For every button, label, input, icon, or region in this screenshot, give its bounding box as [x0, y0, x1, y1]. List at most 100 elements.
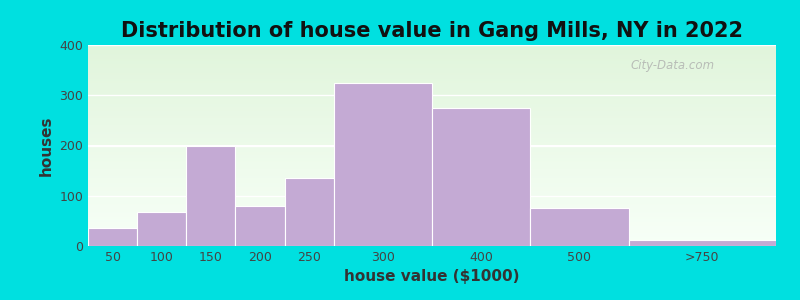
Bar: [88, 99, 776, 100]
Bar: [88, 61, 776, 62]
Bar: [88, 232, 776, 233]
Bar: [88, 79, 776, 80]
Bar: [88, 139, 776, 140]
Bar: [88, 193, 776, 194]
Bar: [88, 110, 776, 111]
Bar: [88, 168, 776, 169]
Bar: [88, 90, 776, 91]
Bar: [88, 225, 776, 226]
Bar: [88, 208, 776, 209]
Bar: [88, 105, 776, 106]
Bar: [88, 89, 776, 90]
Bar: [88, 55, 776, 56]
Bar: [88, 73, 776, 74]
Bar: [88, 229, 776, 230]
Y-axis label: houses: houses: [38, 115, 54, 176]
Bar: [88, 222, 776, 223]
Bar: [88, 66, 776, 67]
Bar: [88, 206, 776, 207]
Bar: [88, 64, 776, 65]
Bar: [88, 116, 776, 117]
Bar: [88, 56, 776, 57]
Bar: [88, 68, 776, 69]
Bar: [88, 196, 776, 197]
Bar: [88, 80, 776, 81]
Bar: [88, 152, 776, 154]
Bar: [88, 204, 776, 205]
Bar: [88, 211, 776, 212]
Bar: [88, 49, 776, 50]
Bar: [88, 177, 776, 178]
Bar: [88, 111, 776, 112]
Bar: [88, 104, 776, 105]
Bar: [88, 244, 776, 245]
Bar: [88, 91, 776, 92]
Bar: [88, 62, 776, 63]
Bar: [88, 195, 776, 196]
Bar: [88, 169, 776, 171]
Bar: [88, 163, 776, 164]
Bar: [88, 149, 776, 151]
Bar: [88, 216, 776, 217]
Bar: [88, 179, 776, 180]
Bar: [88, 94, 776, 95]
Bar: [88, 176, 776, 177]
Bar: [88, 172, 776, 174]
Bar: [88, 72, 776, 73]
Bar: [88, 96, 776, 97]
Bar: [88, 230, 776, 231]
Bar: [629, 240, 776, 246]
Bar: [88, 135, 776, 136]
Bar: [88, 164, 776, 165]
Bar: [88, 199, 776, 200]
Bar: [88, 115, 776, 116]
Bar: [88, 132, 776, 134]
Bar: [88, 183, 776, 184]
Bar: [88, 169, 776, 170]
Bar: [88, 151, 776, 152]
Bar: [285, 178, 334, 246]
Bar: [88, 93, 776, 94]
Bar: [88, 120, 776, 122]
Bar: [88, 83, 776, 84]
Bar: [88, 124, 776, 125]
Bar: [88, 101, 776, 102]
Bar: [334, 83, 432, 246]
Bar: [88, 239, 776, 240]
Bar: [88, 117, 776, 119]
Bar: [88, 60, 776, 61]
Bar: [88, 136, 776, 137]
Bar: [88, 92, 776, 93]
Bar: [88, 118, 776, 119]
Bar: [88, 59, 776, 60]
Bar: [88, 142, 776, 143]
Bar: [88, 58, 776, 59]
Bar: [88, 75, 776, 76]
Bar: [88, 128, 776, 129]
Bar: [88, 125, 776, 126]
Bar: [88, 221, 776, 222]
Bar: [88, 197, 776, 198]
Bar: [88, 241, 776, 242]
Bar: [88, 198, 776, 199]
Bar: [88, 100, 776, 101]
Bar: [88, 65, 776, 66]
Bar: [88, 171, 776, 172]
Bar: [88, 184, 776, 185]
Bar: [88, 122, 776, 123]
Bar: [88, 123, 776, 124]
Bar: [88, 109, 776, 110]
Bar: [88, 188, 776, 189]
Bar: [88, 180, 776, 181]
Bar: [88, 98, 776, 99]
Bar: [88, 70, 776, 71]
Bar: [88, 143, 776, 145]
Bar: [88, 119, 776, 120]
Bar: [88, 47, 776, 48]
Bar: [88, 54, 776, 55]
Bar: [88, 45, 776, 46]
Bar: [88, 236, 776, 237]
Bar: [88, 235, 776, 236]
Bar: [88, 162, 776, 163]
Bar: [88, 146, 776, 148]
